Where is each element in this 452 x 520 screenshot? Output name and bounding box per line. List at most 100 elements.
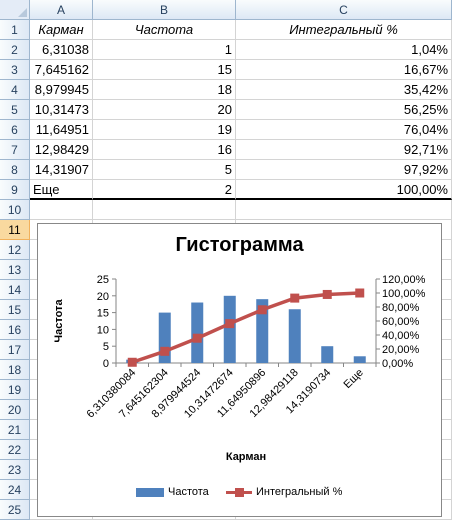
- left-tick-label: 25: [97, 274, 109, 286]
- empty-cell[interactable]: [236, 200, 452, 220]
- row-header-22[interactable]: 22: [0, 440, 30, 460]
- cell-a3[interactable]: 7,645162: [30, 60, 93, 80]
- row-header-3[interactable]: 3: [0, 60, 30, 80]
- cumulative-point-3: [192, 333, 202, 343]
- left-tick-label: 15: [97, 308, 109, 320]
- header-cell-a[interactable]: Карман: [30, 20, 93, 40]
- row-header-7[interactable]: 7: [0, 140, 30, 160]
- column-header-b[interactable]: B: [93, 0, 236, 20]
- row-header-11[interactable]: 11: [0, 220, 30, 240]
- header-cell-b[interactable]: Частота: [93, 20, 236, 40]
- cumulative-point-2: [160, 346, 170, 356]
- row-header-9[interactable]: 9: [0, 180, 30, 200]
- cell-b4[interactable]: 18: [93, 80, 236, 100]
- right-tick-label: 80,00%: [382, 302, 420, 314]
- legend-item-frequency: Частота: [136, 486, 209, 498]
- right-tick-label: 20,00%: [382, 344, 420, 356]
- left-tick-label: 20: [97, 291, 109, 303]
- cell-a8[interactable]: 14,31907: [30, 160, 93, 180]
- cell-c8[interactable]: 97,92%: [236, 160, 452, 180]
- cell-b7[interactable]: 16: [93, 140, 236, 160]
- cell-c4[interactable]: 35,42%: [236, 80, 452, 100]
- cumulative-point-7: [322, 289, 332, 299]
- legend-label-cumulative: Интегральный %: [256, 486, 343, 498]
- row-header-14[interactable]: 14: [0, 280, 30, 300]
- row-header-1[interactable]: 1: [0, 20, 30, 40]
- right-tick-label: 0,00%: [382, 358, 413, 370]
- row-header-12[interactable]: 12: [0, 240, 30, 260]
- legend-bar-swatch: [136, 487, 164, 497]
- chart-title: Гистограмма: [175, 234, 304, 256]
- cell-a7[interactable]: 12,98429: [30, 140, 93, 160]
- cell-a2[interactable]: 6,31038: [30, 40, 93, 60]
- empty-cell[interactable]: [93, 200, 236, 220]
- bar-5: [256, 299, 269, 363]
- cell-a9[interactable]: Еще: [30, 180, 93, 200]
- cell-a5[interactable]: 10,31473: [30, 100, 93, 120]
- row-header-18[interactable]: 18: [0, 360, 30, 380]
- bar-8: [353, 356, 366, 363]
- row-header-17[interactable]: 17: [0, 340, 30, 360]
- row-header-4[interactable]: 4: [0, 80, 30, 100]
- row-header-23[interactable]: 23: [0, 460, 30, 480]
- column-header-a[interactable]: A: [30, 0, 93, 20]
- cumulative-point-1: [127, 357, 137, 367]
- x-category-label: Еще: [342, 367, 366, 391]
- row-header-15[interactable]: 15: [0, 300, 30, 320]
- bar-7: [321, 346, 334, 363]
- right-tick-label: 120,00%: [382, 274, 426, 286]
- left-tick-label: 0: [103, 358, 109, 370]
- select-all-corner[interactable]: [0, 0, 30, 20]
- cell-b9[interactable]: 2: [93, 180, 236, 200]
- cell-b6[interactable]: 19: [93, 120, 236, 140]
- left-tick-label: 5: [103, 341, 109, 353]
- chart-legend: Частота Интегральный %: [38, 486, 441, 502]
- right-tick-label: 100,00%: [382, 288, 426, 300]
- cumulative-point-4: [225, 319, 235, 329]
- row-header-25[interactable]: 25: [0, 500, 30, 520]
- row-header-13[interactable]: 13: [0, 260, 30, 280]
- cell-a6[interactable]: 11,64951: [30, 120, 93, 140]
- legend-label-frequency: Частота: [168, 486, 209, 498]
- row-header-19[interactable]: 19: [0, 380, 30, 400]
- chart-plot-svg: 0 5 10 15 20 25 0,00% 20,00% 40,00% 60,00% 80,00% 1…: [53, 274, 426, 463]
- row-header-6[interactable]: 6: [0, 120, 30, 140]
- column-header-c[interactable]: C: [236, 0, 452, 20]
- cell-b3[interactable]: 15: [93, 60, 236, 80]
- empty-cell[interactable]: [30, 200, 93, 220]
- cell-c9[interactable]: 100,00%: [236, 180, 452, 200]
- row-header-20[interactable]: 20: [0, 400, 30, 420]
- row-header-16[interactable]: 16: [0, 320, 30, 340]
- right-tick-label: 60,00%: [382, 316, 420, 328]
- row-header-2[interactable]: 2: [0, 40, 30, 60]
- cumulative-point-6: [290, 293, 300, 303]
- cell-b8[interactable]: 5: [93, 160, 236, 180]
- cell-c2[interactable]: 1,04%: [236, 40, 452, 60]
- cell-c6[interactable]: 76,04%: [236, 120, 452, 140]
- row-header-24[interactable]: 24: [0, 480, 30, 500]
- bar-6: [288, 309, 301, 363]
- cell-c5[interactable]: 56,25%: [236, 100, 452, 120]
- cumulative-point-5: [257, 305, 267, 315]
- cell-c3[interactable]: 16,67%: [236, 60, 452, 80]
- bar-4: [223, 295, 236, 363]
- x-axis-title: Карман: [226, 451, 266, 463]
- right-tick-label: 40,00%: [382, 330, 420, 342]
- cell-b2[interactable]: 1: [93, 40, 236, 60]
- left-tick-label: 10: [97, 324, 109, 336]
- cell-b5[interactable]: 20: [93, 100, 236, 120]
- header-cell-c[interactable]: Интегральный %: [236, 20, 452, 40]
- legend-item-cumulative: Интегральный %: [226, 486, 342, 498]
- row-header-10[interactable]: 10: [0, 200, 30, 220]
- legend-line-swatch: [226, 487, 252, 497]
- row-header-8[interactable]: 8: [0, 160, 30, 180]
- row-header-21[interactable]: 21: [0, 420, 30, 440]
- row-header-5[interactable]: 5: [0, 100, 30, 120]
- y-axis-title: Частота: [53, 299, 65, 343]
- bar-3: [191, 302, 204, 363]
- cell-a4[interactable]: 8,979945: [30, 80, 93, 100]
- cumulative-line: [131, 291, 360, 364]
- cumulative-point-8: [355, 288, 365, 298]
- histogram-chart[interactable]: 0 5 10 15 20 25 0,00% 20,00% 40,00% 60,00% 80,00% 1…: [37, 223, 442, 517]
- cell-c7[interactable]: 92,71%: [236, 140, 452, 160]
